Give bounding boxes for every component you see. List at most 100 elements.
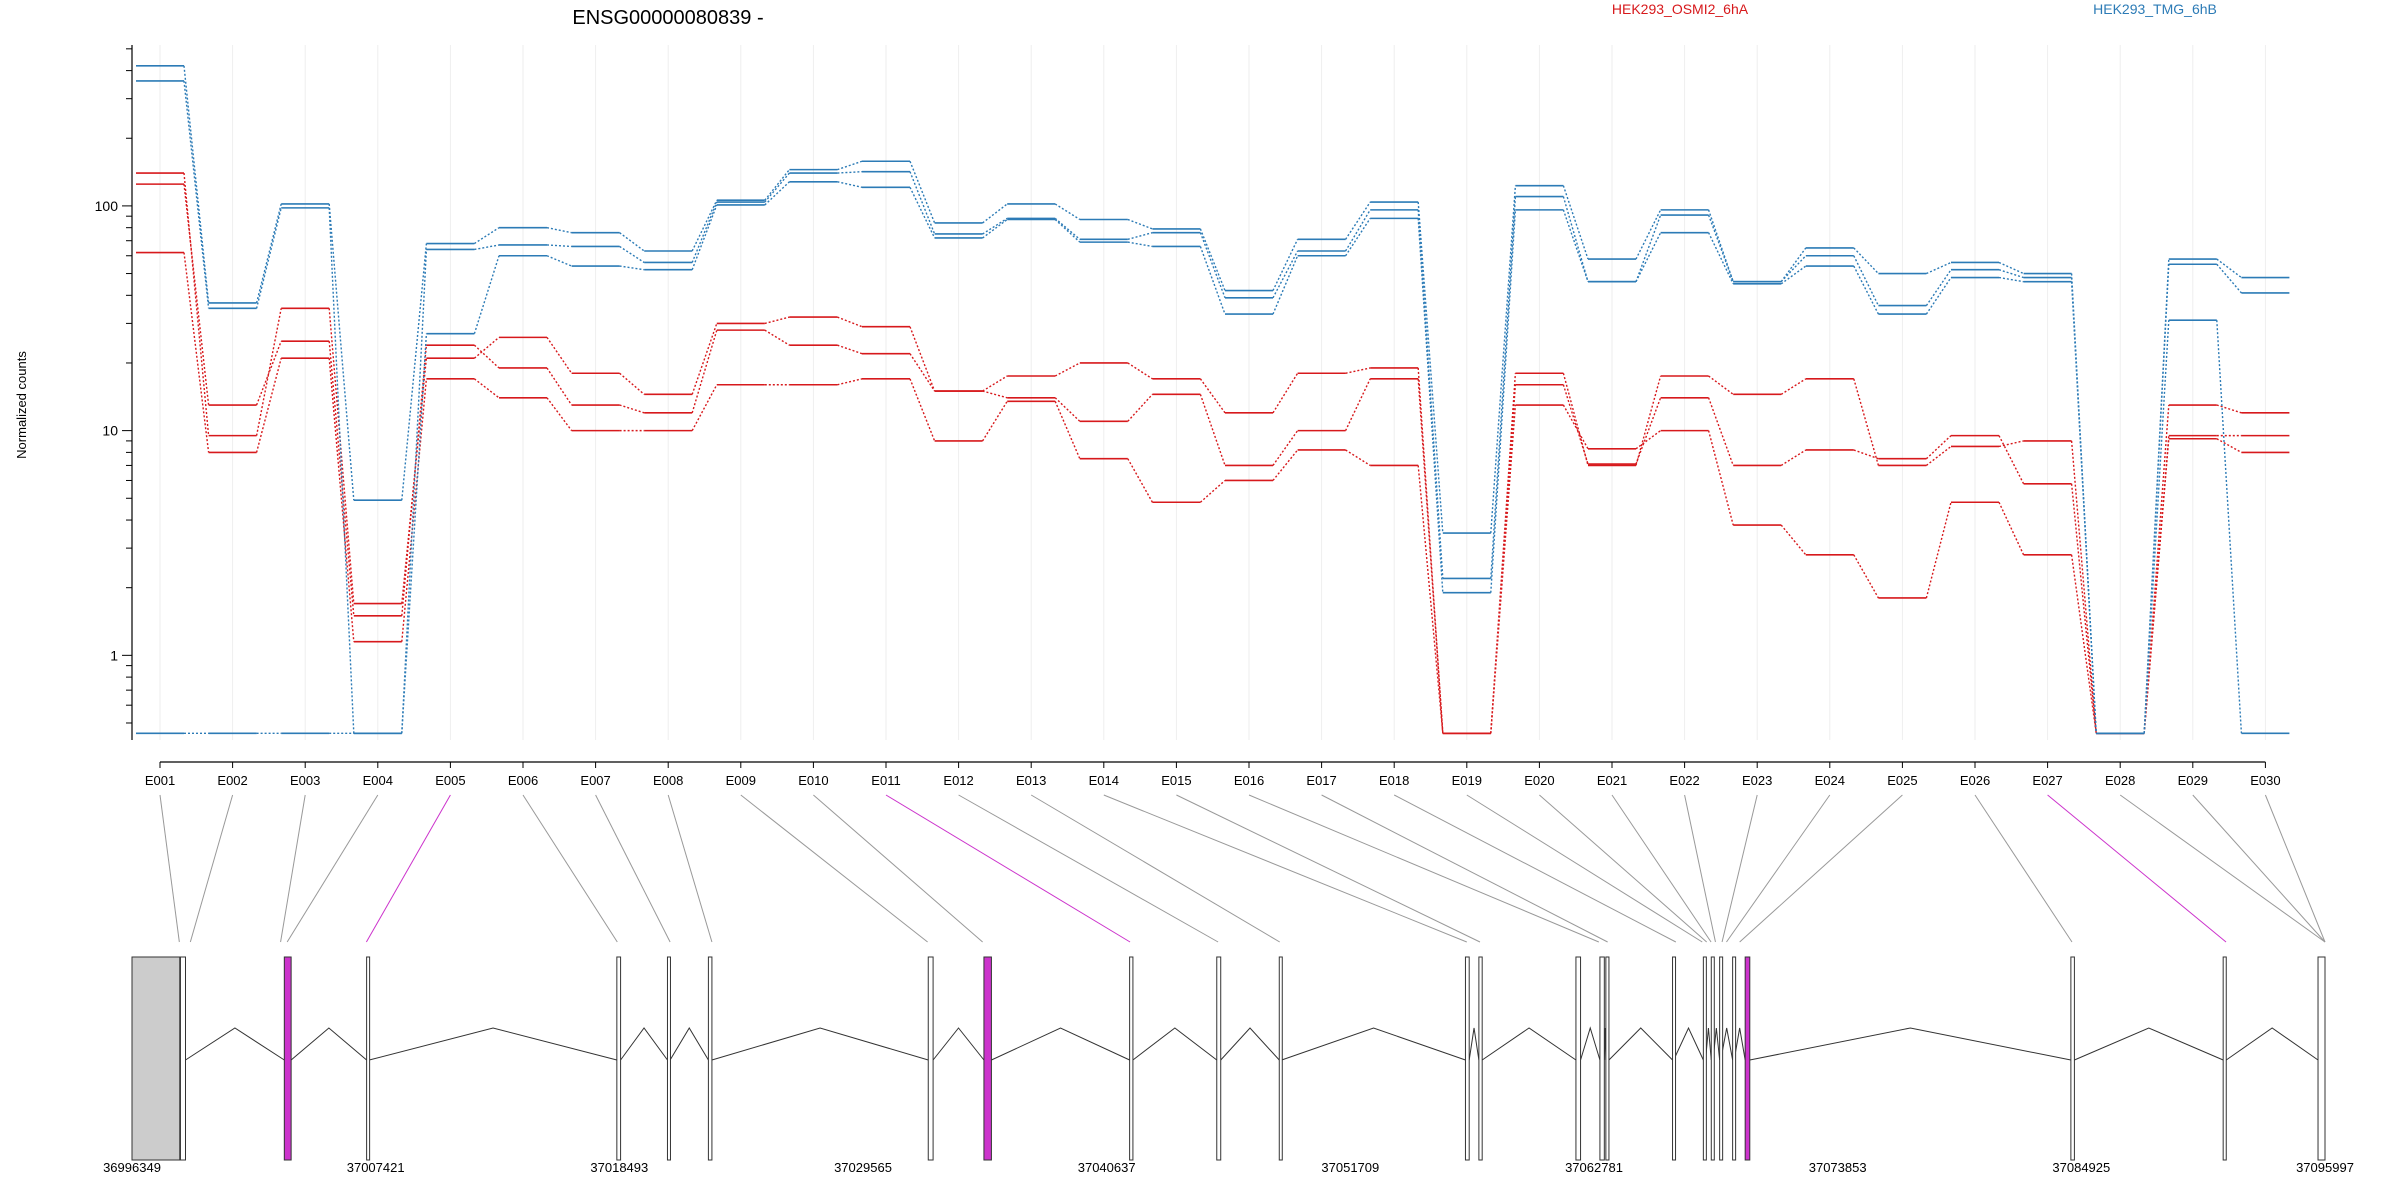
series-transition (328, 358, 355, 642)
series-transition (546, 397, 573, 432)
exon-label: E027 (2032, 773, 2062, 788)
plot-grid (159, 45, 2266, 740)
exon-label: E006 (508, 773, 538, 788)
exon-box (1216, 956, 1222, 1161)
series-transition (837, 378, 863, 386)
exon-connector (1176, 794, 1481, 943)
series-transition (2143, 320, 2170, 734)
exon-label: E001 (145, 773, 175, 788)
exon-label: E002 (217, 773, 247, 788)
series-transition (1853, 554, 1880, 599)
y-axis-label: Normalized counts (14, 351, 29, 459)
series-transition (1490, 185, 1517, 534)
series-transition (2143, 438, 2170, 734)
series-transition (691, 323, 718, 395)
series-transition (691, 384, 718, 431)
intron-line (1673, 1026, 1704, 1061)
exon-box (616, 956, 622, 1161)
series-transition (1417, 367, 1444, 734)
series-transition (1635, 430, 1662, 450)
series-transition (183, 252, 210, 453)
series-transition (1853, 378, 1880, 466)
exon-label: E007 (580, 773, 610, 788)
exon-label: E014 (1089, 773, 1119, 788)
series-transition (1925, 277, 1952, 315)
series-transition (691, 201, 718, 263)
series-transition (764, 181, 790, 206)
series-transition (1127, 241, 1153, 248)
exon-label: E029 (2178, 773, 2208, 788)
series-transition (1054, 218, 1081, 243)
series-transition (1853, 449, 1879, 460)
series-transition (474, 227, 500, 245)
genomic-coordinate-label: 37095997 (2296, 1160, 2354, 1175)
intron-line (711, 1027, 929, 1061)
series-transition (473, 344, 500, 369)
series-transition (1635, 375, 1662, 466)
series-transition (401, 345, 428, 616)
exon-connector (2192, 794, 2326, 943)
exon-box (1464, 956, 1470, 1161)
genomic-coordinate-label: 37029565 (834, 1160, 892, 1175)
exon-connector (1739, 794, 1903, 943)
series-transition (546, 244, 572, 248)
exon-box (707, 956, 713, 1161)
series-transition (546, 336, 573, 374)
series-transition (619, 232, 645, 252)
series-transition (401, 333, 428, 734)
genomic-coordinate-label: 37051709 (1321, 1160, 1379, 1175)
series-transition (1925, 502, 1952, 599)
series-transition (1199, 228, 1226, 291)
exon-connector (2047, 794, 2227, 943)
series-transition (328, 203, 355, 501)
chart-title: ENSG00000080839 - (572, 7, 763, 29)
exon-box-highlighted (983, 956, 992, 1161)
exon-connector (159, 794, 180, 943)
series-transition (1707, 430, 1734, 526)
exon-box (179, 956, 187, 1161)
intron-line (1608, 1027, 1673, 1061)
series-transition (1417, 209, 1444, 579)
exon-connector (1030, 794, 1280, 943)
intron-line (2074, 1027, 2224, 1061)
series-transition (401, 249, 428, 734)
series-transition (1344, 378, 1371, 431)
series-transition (1417, 202, 1444, 534)
series-transition (1345, 217, 1371, 257)
exon-box-highlighted (283, 956, 292, 1161)
exon-label: E004 (363, 773, 393, 788)
exon-connector (740, 794, 928, 943)
series-transition (1199, 479, 1226, 503)
series-transition (401, 378, 428, 642)
exon-connector (595, 794, 671, 943)
intron-line (1580, 1026, 1601, 1061)
series-transition (1635, 397, 1662, 465)
exon-connector (813, 794, 983, 943)
exon-connector (2119, 794, 2326, 943)
series-transition (691, 204, 718, 270)
exon-box (666, 956, 671, 1161)
exon-connector (2264, 794, 2326, 943)
intron-line (620, 1027, 668, 1061)
series-transition (1054, 203, 1081, 221)
series-transition (1345, 201, 1371, 240)
series-transition (1780, 247, 1807, 283)
series-transition (691, 329, 718, 414)
exon-label: E026 (1960, 773, 1990, 788)
intron-line (1281, 1027, 1466, 1061)
series-transition (1707, 397, 1734, 466)
series-transition (1272, 255, 1299, 315)
exon-box (1575, 956, 1582, 1161)
exon-label: E009 (726, 773, 756, 788)
series-transition (1054, 397, 1081, 422)
series-transition (982, 390, 1008, 399)
count-series (136, 65, 2290, 735)
series-transition (1998, 261, 2024, 275)
series-transition (255, 358, 282, 453)
series-transition (1417, 465, 1444, 734)
series-transition (183, 184, 210, 406)
exon-box (1605, 956, 1610, 1161)
series-transition (982, 217, 1008, 235)
genomic-coordinate-label: 37018493 (590, 1160, 648, 1175)
